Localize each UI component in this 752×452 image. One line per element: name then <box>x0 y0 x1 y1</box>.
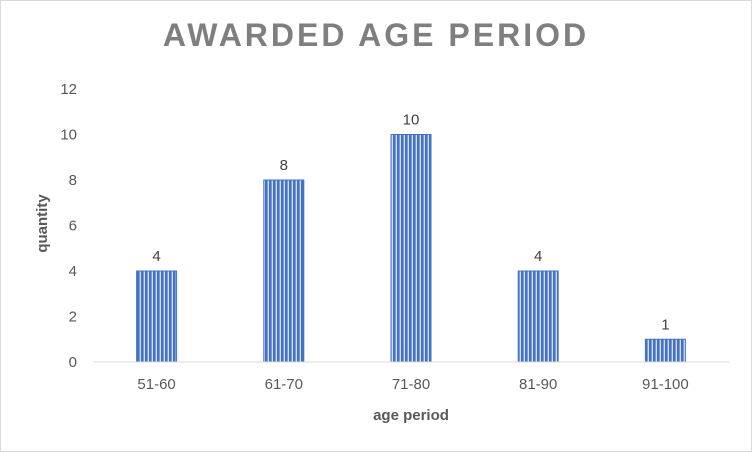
y-axis-title: quantity <box>34 194 51 253</box>
data-labels-group: 4 8 10 4 1 <box>152 112 669 334</box>
x-tick-label-91-100: 91-100 <box>642 376 689 393</box>
data-label-51-60: 4 <box>152 248 160 265</box>
x-axis-title: age period <box>373 407 449 424</box>
y-tick-label: 4 <box>69 263 77 280</box>
y-tick-label: 0 <box>69 354 77 371</box>
data-label-71-80: 10 <box>403 112 420 129</box>
x-tick-label-81-90: 81-90 <box>519 376 557 393</box>
x-axis-ticks: 51-60 61-70 71-80 81-90 91-100 <box>137 376 688 393</box>
data-label-91-100: 1 <box>661 316 669 333</box>
y-tick-label: 8 <box>69 172 77 189</box>
y-tick-label: 10 <box>60 127 77 144</box>
data-label-81-90: 4 <box>534 248 542 265</box>
bar-61-70 <box>263 179 305 363</box>
bars-group <box>136 134 686 363</box>
x-tick-label-61-70: 61-70 <box>265 376 303 393</box>
data-label-61-70: 8 <box>280 157 288 174</box>
x-tick-label-71-80: 71-80 <box>392 376 430 393</box>
bar-91-100 <box>644 338 686 363</box>
y-tick-label: 12 <box>60 81 77 98</box>
bar-71-80 <box>390 134 432 363</box>
y-tick-label: 2 <box>69 309 77 326</box>
y-axis-ticks: 0 2 4 6 8 10 12 <box>60 81 77 371</box>
bar-51-60 <box>136 270 178 363</box>
chart-title: AWARDED AGE PERIOD <box>162 17 590 53</box>
y-tick-label: 6 <box>69 218 77 235</box>
x-tick-label-51-60: 51-60 <box>137 376 175 393</box>
bar-81-90 <box>517 270 559 363</box>
